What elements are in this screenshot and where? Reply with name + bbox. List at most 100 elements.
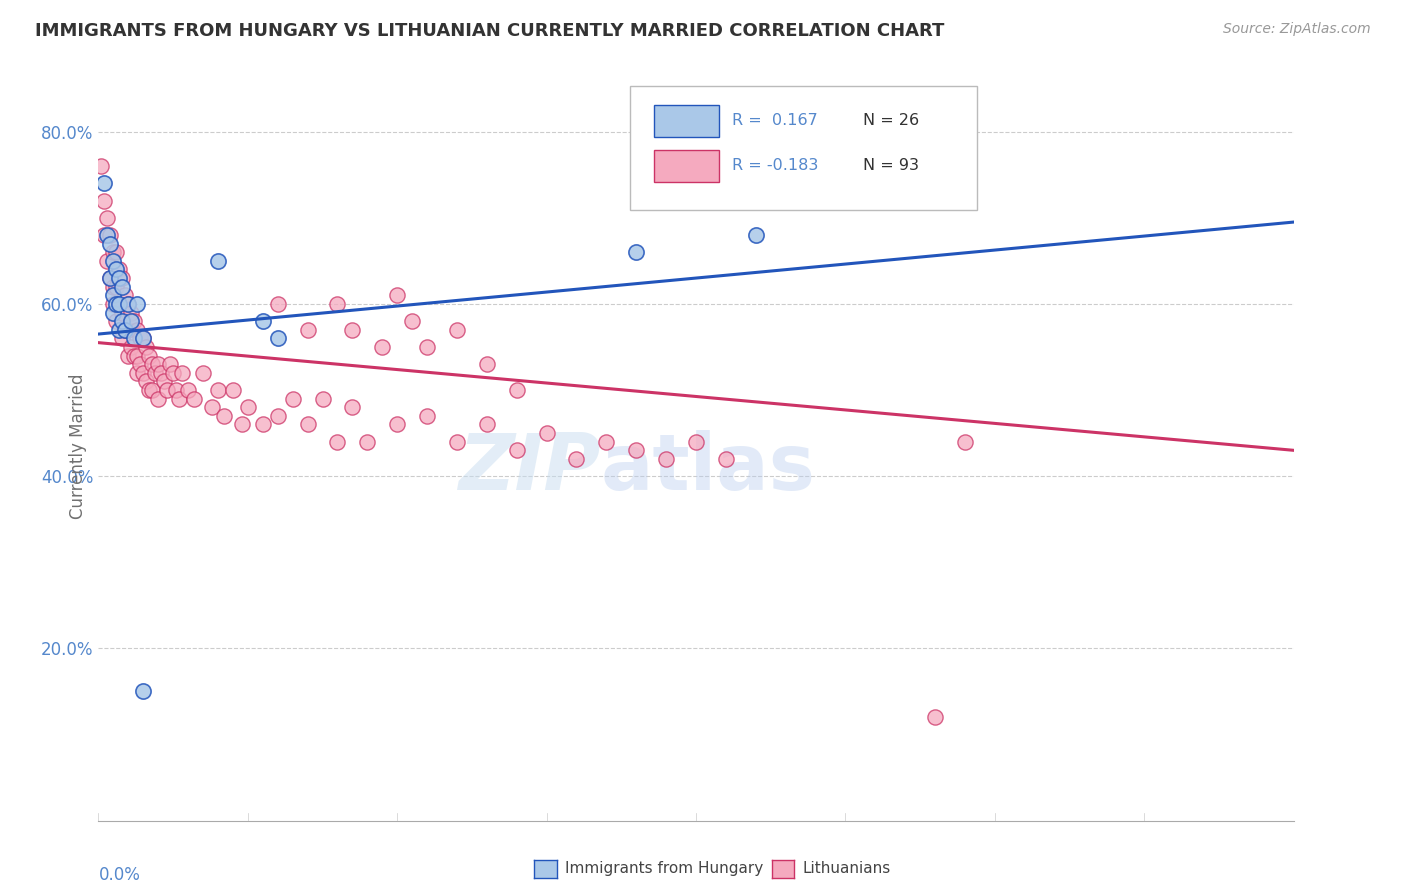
Point — [475, 357, 498, 371]
Point — [129, 331, 152, 345]
Point — [127, 366, 149, 380]
Point — [446, 434, 468, 449]
Point — [96, 253, 118, 268]
Point — [132, 331, 155, 345]
Point — [385, 288, 409, 302]
Point — [98, 271, 122, 285]
Point — [103, 305, 125, 319]
Point — [165, 383, 187, 397]
Point — [96, 211, 118, 225]
Point — [129, 357, 152, 371]
Text: Source: ZipAtlas.com: Source: ZipAtlas.com — [1223, 22, 1371, 37]
Point — [138, 383, 160, 397]
Point — [103, 288, 125, 302]
Point — [105, 297, 128, 311]
Point — [124, 349, 146, 363]
Text: N = 93: N = 93 — [863, 158, 920, 173]
Point — [231, 417, 253, 432]
Point — [127, 297, 149, 311]
Point — [135, 340, 157, 354]
Point — [124, 314, 146, 328]
Point — [326, 297, 349, 311]
Point — [655, 451, 678, 466]
Point — [117, 349, 139, 363]
Text: Immigrants from Hungary: Immigrants from Hungary — [565, 862, 763, 876]
Point — [326, 434, 349, 449]
Point — [108, 271, 131, 285]
Point — [159, 357, 181, 371]
Point — [252, 314, 274, 328]
Point — [167, 392, 190, 406]
Point — [953, 434, 976, 449]
Point — [127, 323, 149, 337]
Point — [342, 323, 364, 337]
Text: ZIP: ZIP — [458, 431, 600, 507]
Point — [141, 357, 163, 371]
Point — [356, 434, 378, 449]
Point — [446, 323, 468, 337]
Point — [416, 409, 439, 423]
Point — [111, 314, 134, 328]
Y-axis label: Currently Married: Currently Married — [69, 373, 87, 519]
Point — [143, 366, 166, 380]
Point — [924, 710, 946, 724]
Point — [148, 392, 170, 406]
FancyBboxPatch shape — [654, 150, 718, 181]
Point — [212, 409, 235, 423]
Point — [297, 417, 319, 432]
Point — [172, 366, 194, 380]
Point — [98, 227, 122, 242]
Point — [117, 297, 139, 311]
Point — [93, 177, 115, 191]
Point — [103, 279, 125, 293]
Point — [201, 401, 224, 415]
Point — [111, 331, 134, 345]
Point — [565, 451, 588, 466]
Point — [714, 451, 737, 466]
Point — [626, 245, 648, 260]
Point — [111, 271, 134, 285]
Point — [281, 392, 304, 406]
Point — [111, 305, 134, 319]
Point — [401, 314, 423, 328]
Point — [96, 227, 118, 242]
Text: IMMIGRANTS FROM HUNGARY VS LITHUANIAN CURRENTLY MARRIED CORRELATION CHART: IMMIGRANTS FROM HUNGARY VS LITHUANIAN CU… — [35, 22, 945, 40]
Point — [120, 340, 142, 354]
Point — [117, 297, 139, 311]
Point — [108, 297, 131, 311]
Point — [108, 323, 131, 337]
Text: 0.0%: 0.0% — [98, 865, 141, 884]
Point — [105, 279, 128, 293]
FancyBboxPatch shape — [654, 105, 718, 136]
Point — [114, 323, 136, 337]
Point — [132, 331, 155, 345]
Point — [162, 366, 184, 380]
Point — [207, 253, 229, 268]
Point — [191, 366, 214, 380]
Point — [267, 409, 290, 423]
Point — [267, 331, 290, 345]
Point — [108, 297, 131, 311]
Point — [475, 417, 498, 432]
Text: N = 26: N = 26 — [863, 113, 920, 128]
Point — [141, 383, 163, 397]
Point — [150, 366, 173, 380]
Point — [183, 392, 205, 406]
Point — [103, 253, 125, 268]
Point — [385, 417, 409, 432]
Point — [297, 323, 319, 337]
Point — [108, 262, 131, 277]
Point — [120, 314, 142, 328]
Point — [90, 159, 112, 173]
Point — [252, 417, 274, 432]
Point — [93, 194, 115, 208]
Point — [105, 245, 128, 260]
Point — [114, 323, 136, 337]
Point — [105, 314, 128, 328]
Point — [267, 297, 290, 311]
Point — [745, 227, 768, 242]
Point — [342, 401, 364, 415]
Text: Lithuanians: Lithuanians — [803, 862, 891, 876]
Point — [103, 245, 125, 260]
Point — [105, 262, 128, 277]
